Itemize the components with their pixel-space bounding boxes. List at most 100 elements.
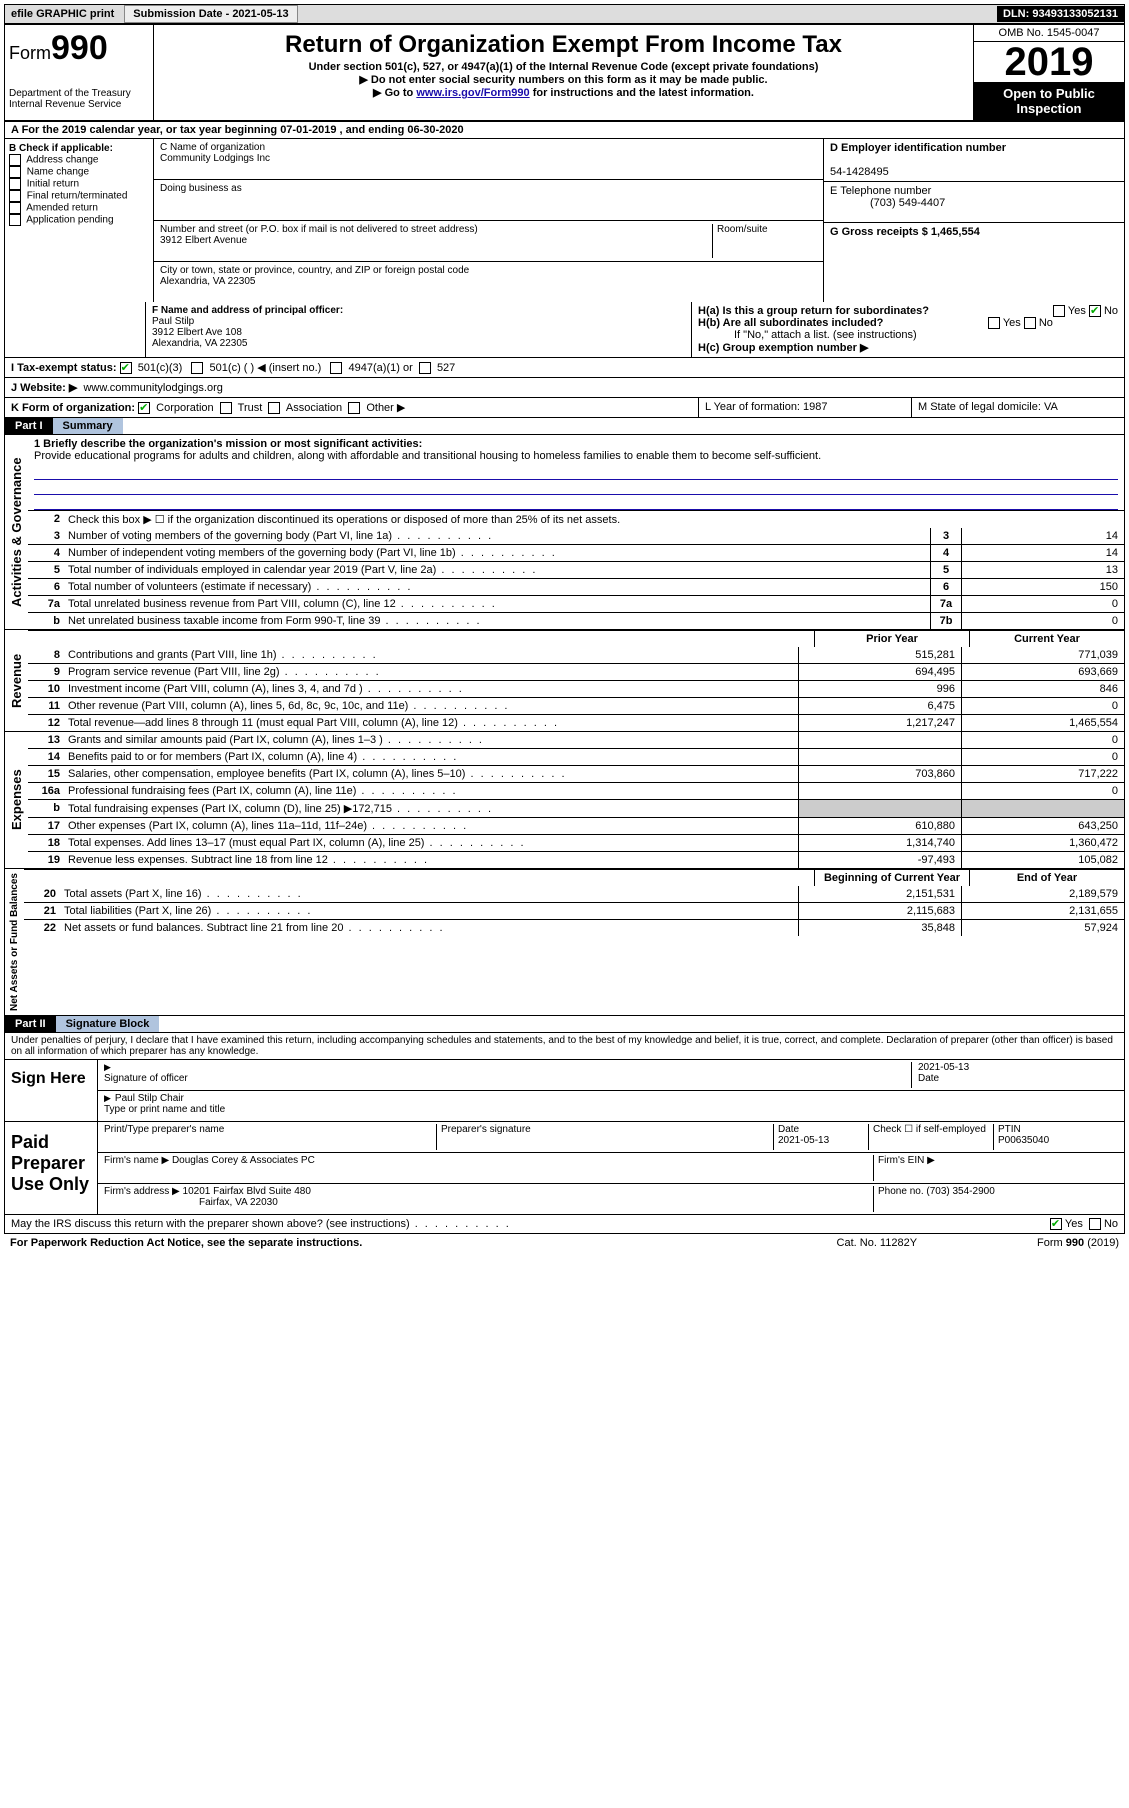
type-name-label: Type or print name and title [104, 1104, 225, 1115]
col-d-right: D Employer identification number 54-1428… [823, 139, 1124, 302]
checkbox[interactable] [9, 154, 21, 166]
colb-item: Final return/terminated [9, 190, 149, 202]
summary-revenue: Revenue Prior YearCurrent Year 8Contribu… [4, 630, 1125, 732]
ha-yes-checkbox[interactable] [1053, 305, 1065, 317]
527-checkbox[interactable] [419, 362, 431, 374]
submission-date-button[interactable]: Submission Date - 2021-05-13 [124, 5, 297, 23]
summary-net: Net Assets or Fund Balances Beginning of… [4, 869, 1125, 1016]
sub3-post: for instructions and the latest informat… [530, 87, 754, 99]
check-if-label: Check ☐ if self-employed [869, 1124, 994, 1150]
part1-hdr: Part I [5, 418, 53, 434]
checkbox[interactable] [9, 166, 21, 178]
page-footer: For Paperwork Reduction Act Notice, see … [4, 1234, 1125, 1252]
summary-line: 5Total number of individuals employed in… [28, 561, 1124, 578]
ha-no-checkbox[interactable] [1089, 305, 1101, 317]
summary-line: 3Number of voting members of the governi… [28, 528, 1124, 544]
part2-header: Part IISignature Block [4, 1016, 1125, 1033]
assoc-checkbox[interactable] [268, 402, 280, 414]
hc-label: H(c) Group exemption number ▶ [698, 342, 868, 354]
checkbox[interactable] [9, 214, 21, 226]
room-label: Room/suite [712, 224, 817, 258]
501c3-checkbox[interactable] [120, 362, 132, 374]
firm-phone: Phone no. (703) 354-2900 [874, 1186, 1118, 1212]
begin-year-hdr: Beginning of Current Year [814, 870, 969, 886]
summary-line: 14Benefits paid to or for members (Part … [28, 748, 1124, 765]
summary-line: 17Other expenses (Part IX, column (A), l… [28, 817, 1124, 834]
gross-label: G Gross receipts $ 1,465,554 [830, 226, 980, 238]
colb-item: Address change [9, 154, 149, 166]
footer-mid: Cat. No. 11282Y [837, 1237, 918, 1249]
part1-header: Part ISummary [4, 418, 1125, 435]
part2-hdr: Part II [5, 1016, 56, 1032]
website-row: J Website: ▶ www.communitylodgings.org [4, 378, 1125, 398]
street-box: Number and street (or P.O. box if mail i… [154, 221, 823, 262]
firm-city: Fairfax, VA 22030 [199, 1197, 278, 1208]
form-number: Form990 [9, 29, 149, 68]
line1-label: 1 Briefly describe the organization's mi… [34, 438, 422, 450]
sign-here-label: Sign Here [5, 1060, 98, 1121]
part1-title: Summary [53, 418, 123, 434]
tab-expenses: Expenses [5, 732, 28, 868]
curr-year-hdr: Current Year [969, 631, 1124, 647]
row-a-period: A For the 2019 calendar year, or tax yea… [4, 121, 1125, 139]
summary-line: 16aProfessional fundraising fees (Part I… [28, 782, 1124, 799]
summary-line: bNet unrelated business taxable income f… [28, 612, 1124, 629]
4947-checkbox[interactable] [330, 362, 342, 374]
prep-date-label: Date [778, 1124, 799, 1135]
dba-box: Doing business as [154, 180, 823, 221]
501c-checkbox[interactable] [191, 362, 203, 374]
prep-date: 2021-05-13 [778, 1135, 829, 1146]
city-box: City or town, state or province, country… [154, 262, 823, 302]
col-b-spacer [5, 302, 146, 357]
subtitle-1: Under section 501(c), 527, or 4947(a)(1)… [158, 61, 969, 73]
col-c-org: C Name of organization Community Lodging… [154, 139, 823, 302]
h-group: H(a) Is this a group return for subordin… [691, 302, 1124, 357]
hc-row: H(c) Group exemption number ▶ [698, 341, 1118, 354]
discuss-yes-checkbox[interactable] [1050, 1218, 1062, 1230]
other-checkbox[interactable] [348, 402, 360, 414]
summary-line: 6Total number of volunteers (estimate if… [28, 578, 1124, 595]
form-title: Return of Organization Exempt From Incom… [160, 31, 967, 59]
checkbox[interactable] [9, 190, 21, 202]
discuss-no-checkbox[interactable] [1089, 1218, 1101, 1230]
discuss-row: May the IRS discuss this return with the… [4, 1215, 1125, 1234]
street-value: 3912 Elbert Avenue [160, 235, 247, 246]
opt-assoc: Association [286, 402, 342, 414]
opt-4947: 4947(a)(1) or [349, 362, 413, 374]
website-label: J Website: ▶ [11, 382, 77, 394]
summary-line: 10Investment income (Part VIII, column (… [28, 680, 1124, 697]
website-value: www.communitylodgings.org [83, 382, 222, 394]
hb-yes-checkbox[interactable] [988, 317, 1000, 329]
hb-no-checkbox[interactable] [1024, 317, 1036, 329]
tab-activities: Activities & Governance [5, 435, 28, 629]
l-year: L Year of formation: 1987 [698, 398, 911, 417]
dln-label: DLN: 93493133052131 [997, 6, 1124, 22]
colb-item: Application pending [9, 214, 149, 226]
part2-title: Signature Block [56, 1016, 160, 1032]
colb-item: Amended return [9, 202, 149, 214]
subtitle-2: ▶ Do not enter social security numbers o… [158, 73, 969, 86]
phone-label: E Telephone number [830, 185, 931, 197]
checkbox[interactable] [9, 202, 21, 214]
col-b-label: B Check if applicable: [9, 143, 113, 154]
checkbox[interactable] [9, 178, 21, 190]
opt-corp: Corporation [156, 402, 213, 414]
efile-label[interactable]: efile GRAPHIC print [5, 6, 120, 22]
form-num: 990 [51, 29, 108, 67]
ein-value: 54-1428495 [830, 166, 889, 178]
irs-link[interactable]: www.irs.gov/Form990 [416, 87, 529, 99]
org-name: Community Lodgings Inc [160, 153, 270, 164]
summary-line: 9Program service revenue (Part VIII, lin… [28, 663, 1124, 680]
firm-ein-label: Firm's EIN ▶ [874, 1155, 1118, 1181]
summary-line: 18Total expenses. Add lines 13–17 (must … [28, 834, 1124, 851]
col-b-checkboxes: B Check if applicable: Address change Na… [5, 139, 154, 302]
trust-checkbox[interactable] [220, 402, 232, 414]
end-year-hdr: End of Year [969, 870, 1124, 886]
corp-checkbox[interactable] [138, 402, 150, 414]
header-right: OMB No. 1545-0047 2019 Open to Public In… [973, 25, 1124, 120]
prep-sig-label: Preparer's signature [437, 1124, 774, 1150]
k-label: K Form of organization: [11, 402, 135, 414]
firm-addr: 10201 Fairfax Blvd Suite 480 [183, 1186, 311, 1197]
header-mid: Return of Organization Exempt From Incom… [154, 25, 973, 120]
officer-box: F Name and address of principal officer:… [146, 302, 691, 357]
